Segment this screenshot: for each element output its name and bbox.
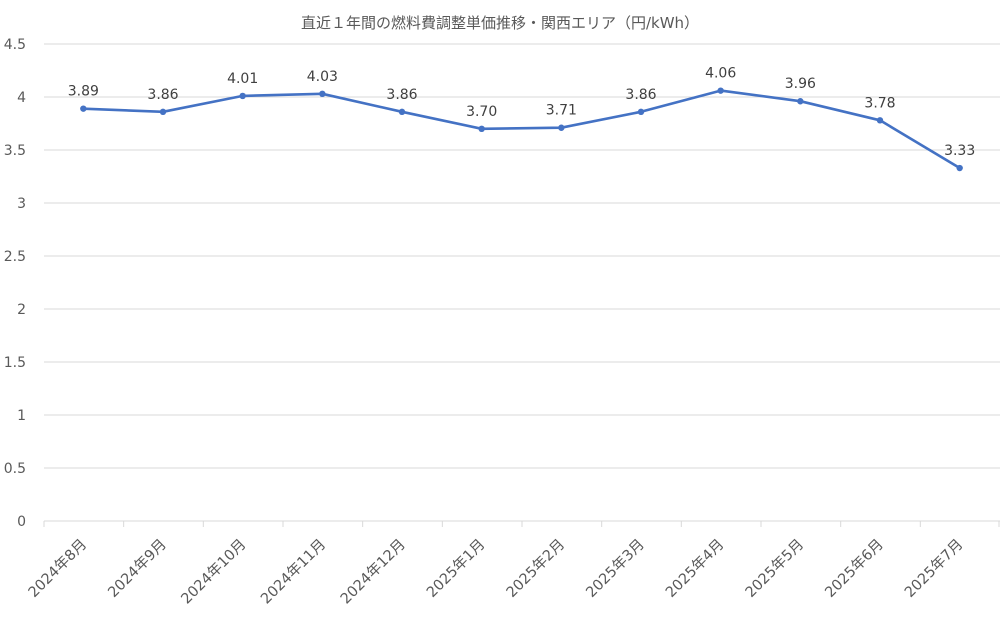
x-tick-label: 2025年5月 [742,536,807,601]
data-label: 3.33 [944,143,975,159]
data-point [797,98,804,105]
data-point [239,92,246,100]
x-tick-label: 2024年8月 [25,536,90,601]
y-tick-label: 2 [17,302,26,318]
x-tick-label: 2024年11月 [257,536,329,608]
y-tick-label: 4 [17,90,26,106]
data-label: 3.86 [386,87,417,103]
y-tick-label: 1 [17,408,26,424]
x-tick-label: 2025年4月 [662,536,727,601]
y-tick-label: 4.5 [4,37,26,53]
gridlines [44,43,1000,469]
data-point [558,124,565,131]
y-tick-label: 0.5 [4,461,26,477]
x-tick-label: 2024年12月 [337,536,409,608]
data-point [159,108,167,116]
data-label: 3.86 [147,87,178,103]
x-axis: 2024年8月 2024年9月 2024年10月 2024年11月 2024年12月 20… [25,520,1000,608]
data-label: 4.01 [227,71,258,87]
data-label: 3.78 [864,95,895,111]
y-tick-label: 0 [17,514,26,530]
data-label: 3.89 [68,84,99,100]
data-label: 3.86 [625,87,656,103]
data-label: 4.06 [705,66,736,82]
y-axis: 0 0.5 1 1.5 2 2.5 3 3.5 4 4.5 [4,37,26,530]
x-tick-label: 2025年2月 [503,536,568,601]
data-label: 3.96 [785,76,816,92]
series-layer [80,87,963,172]
data-point [717,87,724,94]
data-point [478,125,485,132]
y-tick-label: 2.5 [4,249,26,265]
data-point [637,108,645,116]
data-labels: 3.89 3.86 4.01 4.03 3.86 3.70 3.71 3.86 4.06 3.96… [68,66,976,159]
data-point [876,117,884,124]
x-tick-label: 2025年3月 [583,536,648,601]
data-point [956,164,963,172]
x-tick-label: 2025年1月 [423,536,488,601]
data-label: 3.71 [546,103,577,119]
x-tick-label: 2024年9月 [105,536,170,601]
y-tick-label: 1.5 [4,355,26,371]
series-line [82,89,962,170]
x-tick-label: 2024年10月 [178,536,250,608]
x-tick-label: 2025年7月 [901,536,966,601]
chart-title: 直近１年間の燃料費調整単価推移・関西エリア（円/kWh） [301,14,699,32]
y-tick-label: 3.5 [4,143,26,159]
x-tick-label: 2025年6月 [822,536,887,601]
data-point [80,105,87,112]
data-point [319,90,326,98]
data-label: 3.70 [466,104,497,120]
y-tick-label: 3 [17,196,26,212]
data-point [398,108,406,116]
data-label: 4.03 [307,69,338,85]
